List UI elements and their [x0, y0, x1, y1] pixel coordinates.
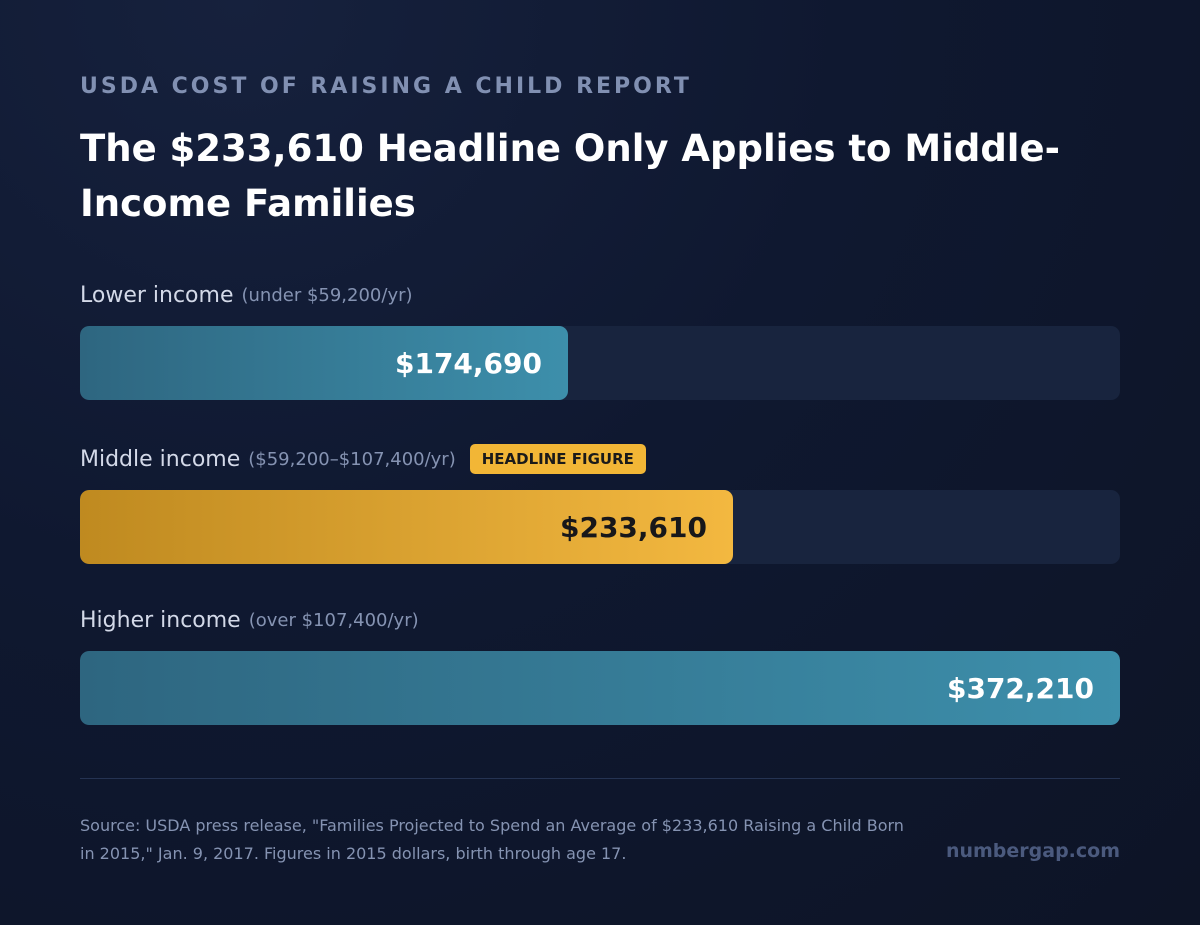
eyebrow: USDA COST OF RAISING A CHILD REPORT: [80, 74, 692, 99]
bar-track: $174,690: [80, 326, 1120, 400]
category-label: Middle income: [80, 446, 241, 472]
bar-higher-income: $372,210: [80, 651, 1120, 725]
source-note: Source: USDA press release, "Families Pr…: [80, 816, 904, 863]
bar-value-label: $174,690: [394, 346, 542, 380]
category-label: Higher income: [80, 608, 241, 633]
row-label-higher: Higher income (over $107,400/yr): [80, 608, 419, 633]
chart-title: The $233,610 Headline Only Applies to Mi…: [80, 127, 1060, 225]
bar-middle-income: $233,610: [80, 490, 733, 564]
bar-lower-income: $174,690: [80, 326, 568, 400]
income-range: ($59,200–$107,400/yr): [248, 448, 456, 470]
row-label-middle: Middle income ($59,200–$107,400/yr) HEAD…: [80, 444, 646, 474]
income-range: (over $107,400/yr): [248, 610, 419, 631]
bar-value-label: $233,610: [559, 510, 707, 544]
bar-track: $233,610: [80, 490, 1120, 564]
row-label-lower: Lower income (under $59,200/yr): [80, 283, 413, 308]
headline-badge: HEADLINE FIGURE: [469, 444, 646, 474]
income-range: (under $59,200/yr): [241, 285, 413, 306]
category-label: Lower income: [80, 283, 234, 308]
bar-value-label: $372,210: [946, 671, 1094, 705]
divider: [80, 778, 1120, 779]
bar-track: $372,210: [80, 651, 1120, 725]
brand-logo: numbergap.com: [945, 840, 1120, 862]
